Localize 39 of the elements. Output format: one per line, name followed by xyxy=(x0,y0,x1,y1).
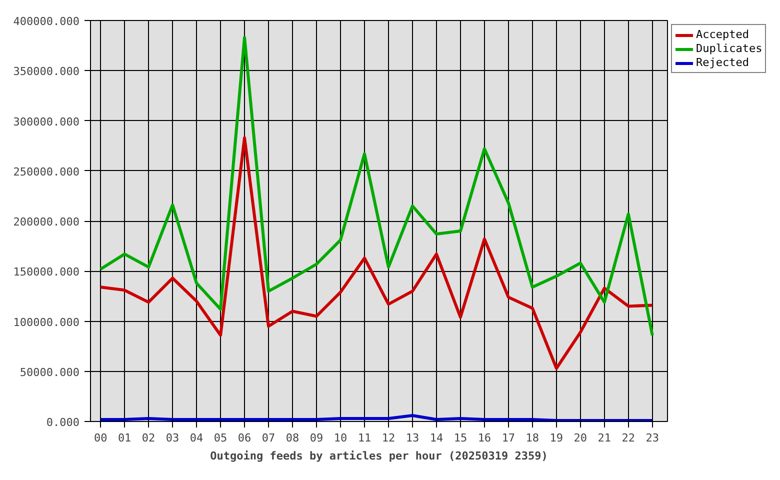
x-tick-label: 02 xyxy=(142,432,156,444)
y-tick-label: 400000.000 xyxy=(13,15,80,28)
x-tick-label: 07 xyxy=(262,432,276,444)
y-tick-label: 350000.000 xyxy=(13,65,80,78)
x-tick-label: 17 xyxy=(502,432,516,444)
x-tick-label: 15 xyxy=(454,432,468,444)
x-tick-label: 18 xyxy=(526,432,540,444)
x-tick-label: 19 xyxy=(550,432,564,444)
y-tick-label: 50000.000 xyxy=(20,366,80,379)
legend-label: Duplicates xyxy=(696,42,762,55)
x-tick-label: 05 xyxy=(214,432,228,444)
legend-label: Accepted xyxy=(696,28,749,41)
x-tick-label: 22 xyxy=(622,432,636,444)
x-tick-label: 20 xyxy=(574,432,588,444)
x-tick-label: 01 xyxy=(118,432,132,444)
x-tick-label: 06 xyxy=(238,432,252,444)
y-tick-label: 100000.000 xyxy=(13,316,80,329)
x-tick-label: 09 xyxy=(310,432,324,444)
y-tick-label: 0.000 xyxy=(46,416,80,429)
x-tick-label: 08 xyxy=(286,432,300,444)
x-tick-label: 13 xyxy=(406,432,420,444)
y-tick-label: 150000.000 xyxy=(13,266,80,279)
x-axis-title: Outgoing feeds by articles per hour (20250319 2359) xyxy=(210,450,548,462)
x-tick-label: 04 xyxy=(190,432,204,444)
line-series xyxy=(99,36,654,337)
line-series xyxy=(99,136,654,370)
x-tick-label: 03 xyxy=(166,432,180,444)
x-tick-label: 23 xyxy=(646,432,660,444)
y-tick-label: 200000.000 xyxy=(13,216,80,228)
legend-label: Rejected xyxy=(696,56,749,69)
x-tick-label: 12 xyxy=(382,432,396,444)
x-tick-label: 11 xyxy=(358,432,372,444)
y-tick-label: 300000.000 xyxy=(13,115,80,128)
x-tick-label: 14 xyxy=(430,432,444,444)
x-tick-label: 16 xyxy=(478,432,492,444)
y-tick-label: 250000.000 xyxy=(13,165,80,178)
x-tick-label: 10 xyxy=(334,432,348,444)
x-tick-label: 00 xyxy=(94,432,108,444)
x-tick-label: 21 xyxy=(598,432,612,444)
